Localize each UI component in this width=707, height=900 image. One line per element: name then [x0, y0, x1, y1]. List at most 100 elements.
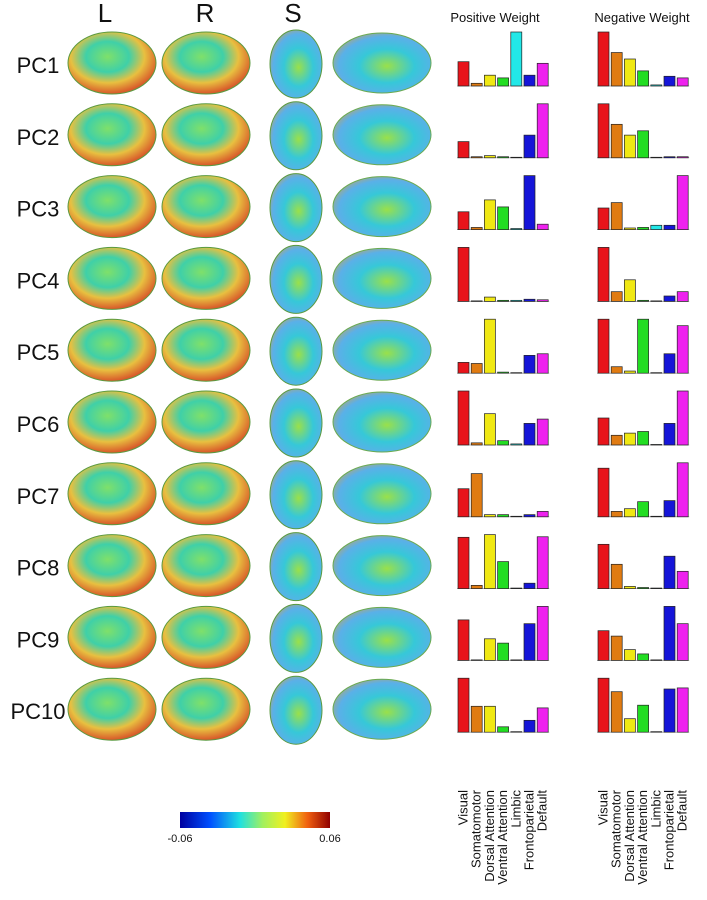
brain-medial	[332, 678, 432, 740]
bar	[624, 649, 636, 661]
brain-right	[161, 103, 251, 167]
bar	[536, 418, 549, 446]
bar	[610, 52, 623, 87]
category-label: Ventral Attention	[635, 790, 650, 885]
bar	[457, 61, 470, 87]
bar	[536, 511, 549, 518]
bar	[497, 642, 509, 661]
bar	[523, 623, 536, 661]
bar	[484, 318, 496, 374]
category-label: Somatomotor	[469, 789, 484, 868]
bar	[523, 298, 536, 302]
bar	[523, 355, 536, 374]
bar	[523, 514, 536, 518]
bar	[510, 587, 523, 589]
bar	[637, 130, 649, 159]
bar	[597, 247, 610, 302]
bar	[457, 619, 470, 661]
bar	[510, 228, 523, 230]
bar	[663, 555, 676, 589]
bar	[650, 372, 663, 374]
brain-medial	[332, 535, 432, 597]
bar	[510, 372, 523, 374]
row-label: PC6	[17, 412, 60, 437]
row-label: PC10	[10, 699, 65, 724]
brain-superior	[269, 101, 323, 171]
bar	[663, 75, 676, 87]
bar	[597, 417, 610, 446]
bar	[597, 31, 610, 87]
bar	[676, 325, 689, 374]
bar	[676, 462, 689, 518]
row-label: PC4	[17, 268, 60, 293]
bar	[597, 318, 610, 374]
brain-medial	[332, 391, 432, 453]
bar	[650, 515, 663, 518]
bar	[470, 473, 483, 518]
bar	[676, 570, 689, 589]
brain-left	[67, 103, 157, 167]
bar	[610, 123, 623, 159]
bar	[497, 156, 509, 159]
brain-superior	[269, 173, 323, 243]
colorbar-label: 0.06	[319, 833, 340, 845]
category-label: Default	[535, 790, 550, 832]
bar	[470, 156, 483, 159]
bar	[470, 363, 483, 374]
bar	[497, 440, 509, 446]
bar	[676, 77, 689, 87]
brain-left	[67, 462, 157, 526]
bar	[650, 300, 663, 302]
brain-left	[67, 175, 157, 239]
bar	[457, 488, 470, 518]
bar	[676, 156, 689, 159]
brain-left	[67, 534, 157, 598]
bar	[484, 514, 496, 518]
brain-medial	[332, 606, 432, 668]
bar	[624, 508, 636, 518]
brain-right	[161, 175, 251, 239]
bar	[457, 677, 470, 733]
bar	[624, 432, 636, 446]
brain-superior	[269, 675, 323, 745]
bar	[457, 362, 470, 374]
view-label: L	[98, 0, 112, 28]
brain-medial	[332, 32, 432, 94]
brain-medial	[332, 176, 432, 238]
bar	[484, 638, 496, 661]
bar	[624, 134, 636, 159]
brain-right	[161, 605, 251, 669]
bar	[637, 299, 649, 302]
brain-medial	[332, 247, 432, 309]
bar	[610, 434, 623, 446]
bar	[510, 156, 523, 159]
bar	[610, 563, 623, 589]
bar	[597, 103, 610, 159]
bar	[663, 500, 676, 518]
bar	[597, 543, 610, 589]
bar	[650, 224, 663, 230]
brain-right	[161, 677, 251, 741]
bar	[624, 58, 636, 87]
row-label: PC5	[17, 340, 60, 365]
category-label: Ventral Attention	[495, 790, 510, 885]
bar	[624, 718, 636, 733]
bar	[457, 211, 470, 230]
bar	[536, 606, 549, 661]
colorbar	[180, 812, 330, 828]
panel-title: Positive Weight	[450, 10, 540, 25]
bar	[536, 223, 549, 230]
bar	[497, 206, 509, 230]
bar	[470, 300, 483, 302]
category-label: Default	[675, 790, 690, 832]
bar	[470, 585, 483, 589]
row-label: PC8	[17, 556, 60, 581]
bar	[510, 443, 523, 446]
bar	[523, 719, 536, 733]
bar	[484, 413, 496, 446]
bar	[610, 291, 623, 302]
bar	[510, 731, 523, 733]
bar	[610, 511, 623, 518]
brain-right	[161, 246, 251, 310]
bar	[637, 431, 649, 446]
